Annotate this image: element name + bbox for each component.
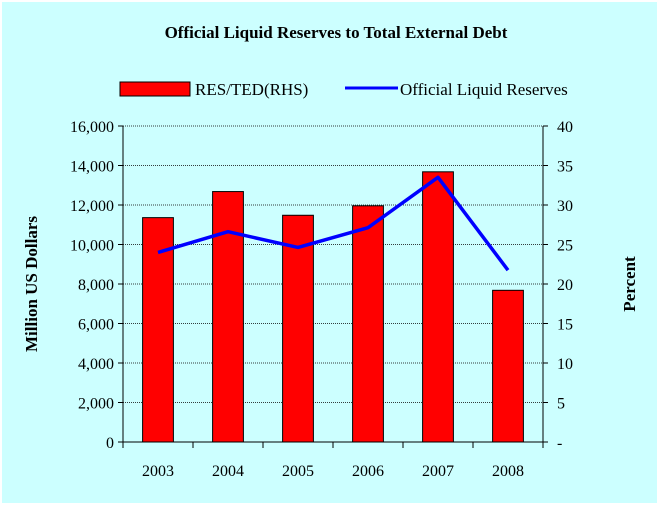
- x-tick-label: 2004: [212, 463, 244, 480]
- left-tick-label: 8,000: [78, 277, 114, 294]
- legend-label-line: Official Liquid Reserves: [400, 80, 568, 99]
- right-tick-label: 5: [557, 396, 565, 413]
- bar: [422, 171, 454, 443]
- right-tick-label: 40: [557, 119, 573, 136]
- x-tick-label: 2005: [282, 463, 314, 480]
- left-tick-label: 10,000: [70, 238, 114, 255]
- legend-label-bar: RES/TED(RHS): [195, 80, 308, 99]
- left-tick-label: 14,000: [70, 159, 114, 176]
- left-axis-title: Million US Dollars: [22, 216, 41, 352]
- right-tick-label: 20: [557, 277, 573, 294]
- right-tick-label: 15: [557, 317, 573, 334]
- x-tick-label: 2003: [142, 463, 174, 480]
- bar: [492, 289, 524, 443]
- left-tick-label: 6,000: [78, 317, 114, 334]
- left-tick-label: 4,000: [78, 356, 114, 373]
- x-tick-label: 2008: [492, 463, 524, 480]
- legend-swatch-bar: [119, 81, 191, 97]
- right-tick-label: 10: [557, 356, 573, 373]
- right-tick-label: 30: [557, 198, 573, 215]
- right-tick-label: 25: [557, 238, 573, 255]
- bar: [212, 191, 244, 443]
- right-axis-title: Percent: [620, 256, 639, 312]
- bar: [142, 217, 174, 443]
- chart-title: Official Liquid Reserves to Total Extern…: [165, 23, 508, 42]
- left-tick-label: 12,000: [70, 198, 114, 215]
- x-tick-label: 2007: [422, 463, 454, 480]
- left-tick-label: 2,000: [78, 396, 114, 413]
- reserves-line: [157, 175, 510, 272]
- bar: [352, 205, 384, 443]
- x-tick-label: 2006: [352, 463, 384, 480]
- right-tick-label: 35: [557, 159, 573, 176]
- left-tick-label: 0: [106, 435, 114, 452]
- left-tick-label: 16,000: [70, 119, 114, 136]
- plot-area: 0 - 2,000 5 4,000 10 6,000 15 8,000 20 10,000 25 12,…: [70, 119, 573, 480]
- bar: [282, 214, 314, 443]
- right-tick-label: -: [557, 435, 562, 452]
